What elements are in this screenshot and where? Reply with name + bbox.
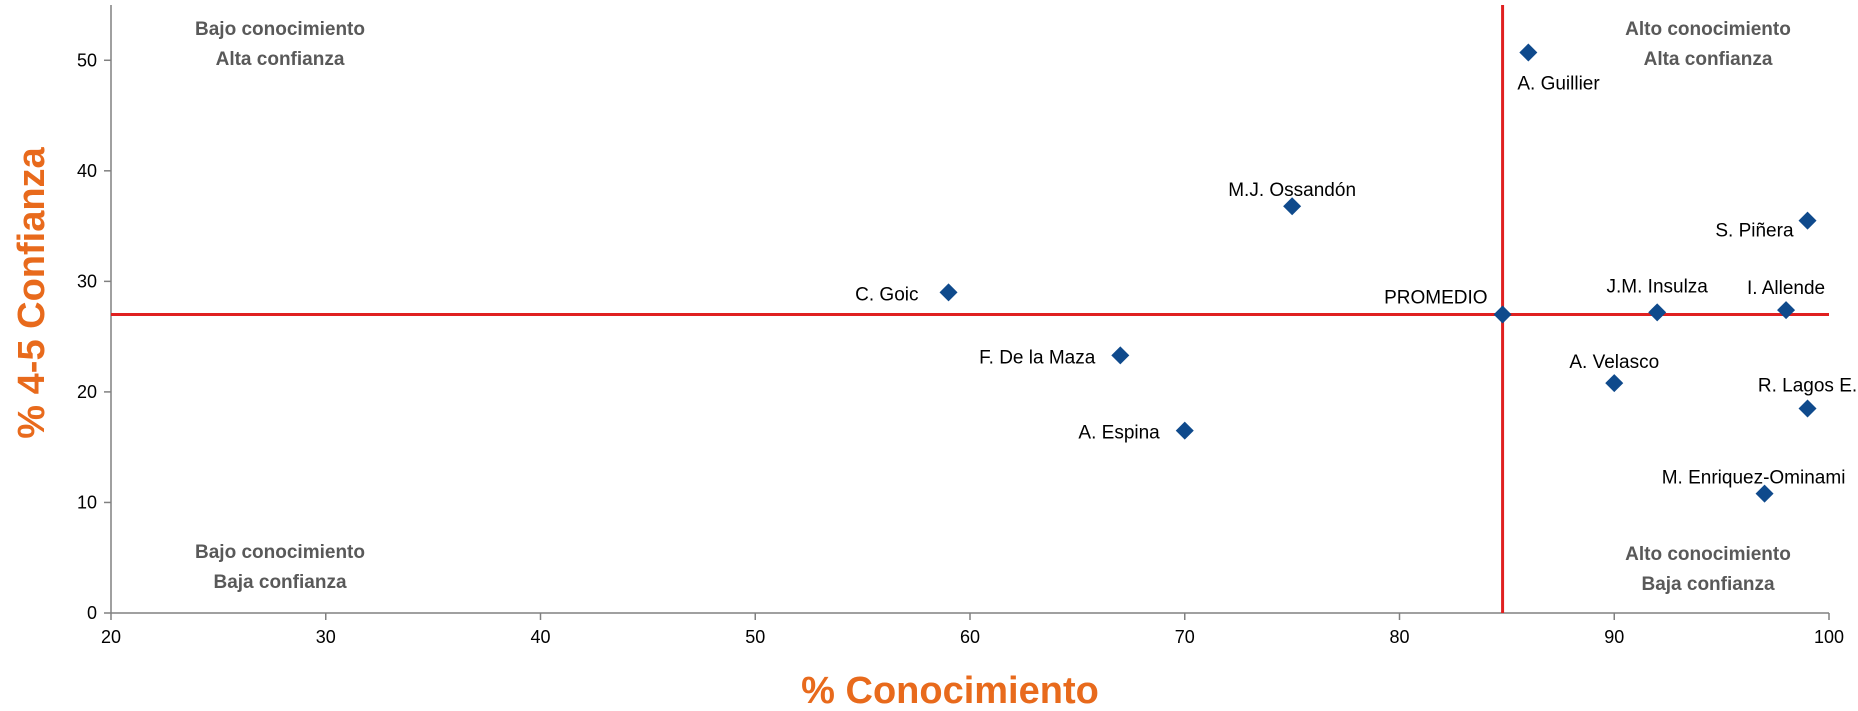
data-point-label: F. De la Maza — [979, 347, 1096, 368]
x-tick-label: 60 — [960, 627, 980, 647]
data-point-marker — [1798, 399, 1817, 418]
data-point-marker — [1519, 43, 1538, 62]
data-point-label: M. Enriquez-Ominami — [1662, 468, 1846, 489]
data-point-label: PROMEDIO — [1384, 288, 1487, 309]
data-point-marker — [1605, 374, 1624, 393]
data-point-label: M.J. Ossandón — [1228, 180, 1356, 201]
quadrant-label-bottom-left: Bajo conocimiento — [195, 542, 365, 563]
y-tick-label: 0 — [87, 603, 97, 623]
data-point-label: A. Velasco — [1569, 352, 1659, 373]
data-point-label: A. Espina — [1078, 423, 1160, 444]
y-axis-title: % 4-5 Confianza — [11, 146, 53, 438]
data-point-marker — [1777, 301, 1796, 320]
axes — [110, 5, 1829, 614]
x-tick-label: 20 — [101, 627, 121, 647]
quadrant-label-bottom-left: Baja confianza — [213, 572, 346, 593]
quadrant-label-top-right: Alto conocimiento — [1625, 19, 1791, 40]
quadrant-labels: Bajo conocimiento Alta confianza Alto cono… — [195, 19, 1791, 595]
quadrant-label-top-left: Bajo conocimiento — [195, 19, 365, 40]
x-tick-label: 50 — [745, 627, 765, 647]
y-tick-label: 40 — [77, 161, 97, 181]
quadrant-label-top-right: Alta confianza — [1644, 49, 1773, 70]
y-tick-label: 30 — [77, 271, 97, 291]
quadrant-label-top-left: Alta confianza — [216, 49, 345, 70]
data-point-label: A. Guillier — [1517, 74, 1600, 95]
quadrant-label-bottom-right: Alto conocimiento — [1625, 544, 1791, 565]
y-tick-label: 10 — [77, 492, 97, 512]
data-point-marker — [1798, 211, 1817, 230]
y-axis-ticks: 0 10 20 30 40 50 — [77, 50, 111, 623]
quadrant-label-bottom-right: Baja confianza — [1641, 574, 1774, 595]
y-tick-label: 20 — [77, 382, 97, 402]
data-point-marker — [1111, 346, 1130, 365]
data-point-marker — [1648, 303, 1667, 322]
data-point-marker — [1493, 305, 1512, 324]
data-point-marker — [939, 283, 958, 302]
data-point-label: S. Piñera — [1715, 221, 1794, 242]
data-point-marker — [1755, 484, 1774, 503]
point-labels: A. Guillier M.J. Ossandón S. Piñera C. Goic… — [855, 74, 1857, 489]
x-tick-label: 40 — [530, 627, 550, 647]
x-tick-label: 90 — [1604, 627, 1624, 647]
data-point-label: R. Lagos E. — [1758, 375, 1857, 396]
x-tick-label: 100 — [1814, 627, 1844, 647]
data-point-marker — [1283, 197, 1302, 216]
data-point-label: C. Goic — [855, 284, 918, 305]
y-tick-label: 50 — [77, 50, 97, 70]
x-axis-ticks: 20 30 40 50 60 70 80 90 100 — [101, 613, 1844, 647]
reference-lines — [111, 5, 1829, 613]
x-tick-label: 30 — [316, 627, 336, 647]
x-tick-label: 70 — [1175, 627, 1195, 647]
data-point-label: J.M. Insulza — [1607, 276, 1709, 297]
data-point-label: I. Allende — [1747, 278, 1825, 299]
data-point-marker — [1175, 421, 1194, 440]
x-axis-title: % Conocimiento — [801, 670, 1099, 711]
data-points — [939, 43, 1817, 503]
x-tick-label: 80 — [1389, 627, 1409, 647]
